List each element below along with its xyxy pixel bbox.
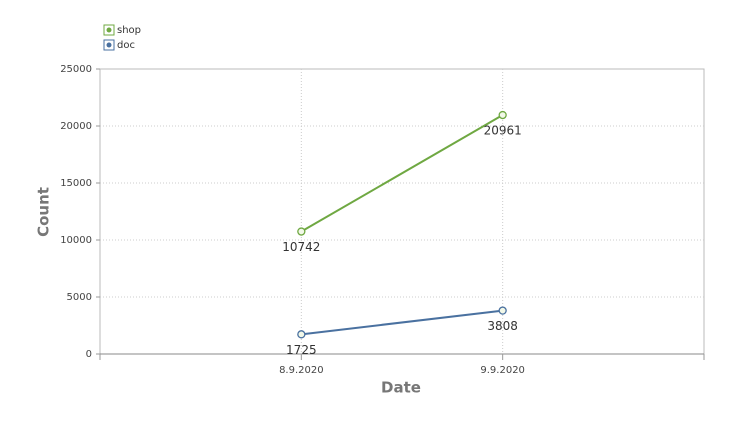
y-tick-label: 10000 [60, 235, 92, 246]
value-label: 10742 [282, 240, 320, 254]
series-line [300, 114, 504, 233]
point [498, 306, 507, 315]
point [297, 330, 306, 339]
value-label: 3808 [487, 319, 518, 333]
x-tick-label: 8.9.2020 [279, 365, 324, 376]
x-tick-label: 9.9.2020 [480, 365, 525, 376]
x-axis-title: Date [381, 379, 421, 397]
point [297, 227, 306, 236]
y-tick-label: 20000 [60, 121, 92, 132]
legend-marker [106, 27, 112, 33]
y-axis-title: Count [35, 187, 53, 237]
y-tick-label: 0 [86, 349, 92, 360]
value-label: 20961 [484, 124, 522, 138]
y-tick-label: 25000 [60, 64, 92, 75]
legend-marker [106, 42, 112, 48]
series-line [301, 309, 503, 336]
plot-area [99, 68, 705, 355]
y-tick-label: 5000 [67, 292, 92, 303]
point [498, 110, 507, 120]
value-label: 1725 [286, 343, 317, 357]
legend-label: doc [117, 40, 135, 51]
y-tick-label: 15000 [60, 178, 92, 189]
legend-label: shop [117, 25, 141, 36]
